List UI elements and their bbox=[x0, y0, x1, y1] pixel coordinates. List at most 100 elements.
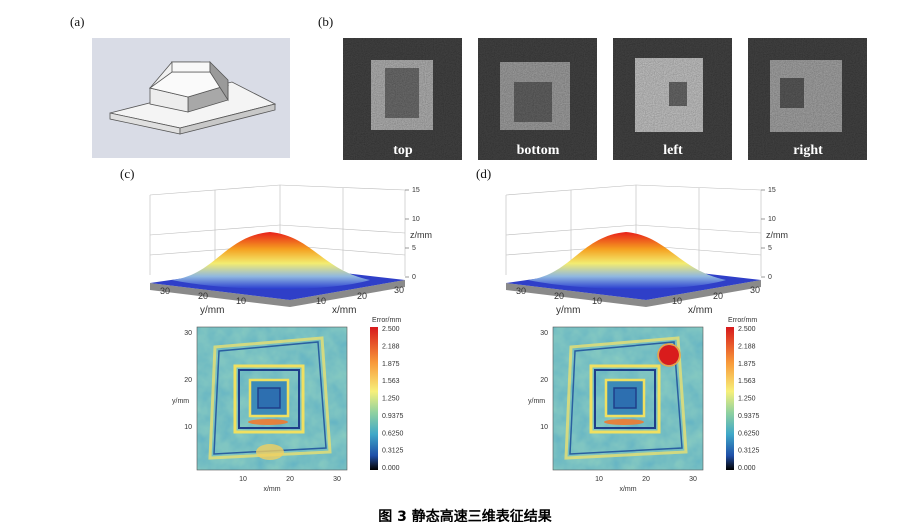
axis-wall-line bbox=[279, 224, 406, 234]
y-tick-label: 10 bbox=[236, 296, 246, 306]
y-axis-label: y/mm bbox=[172, 398, 189, 405]
z-axis-label: z/mm bbox=[410, 230, 432, 240]
panel-label: (d) bbox=[476, 166, 491, 181]
y-tick-label: 30 bbox=[160, 286, 170, 296]
view-region bbox=[385, 68, 419, 118]
x-tick-label: 10 bbox=[239, 476, 247, 483]
view-region bbox=[669, 82, 687, 106]
view-label: bottom bbox=[517, 143, 560, 158]
z-tick-label: 0 bbox=[768, 274, 772, 281]
middle-ridge-shadow bbox=[594, 369, 656, 429]
x-tick-label: 30 bbox=[333, 476, 341, 483]
caption: 图 3 静态高速三维表征结果 bbox=[378, 508, 552, 522]
colorbar-tick-label: 2.188 bbox=[382, 343, 400, 350]
surface-plot: 0 5 10 15 z/mm 30 20 10 y/mm 10 20 30 x/mm bbox=[505, 184, 788, 316]
x-axis-label: x/mm bbox=[688, 305, 712, 316]
y-tick-label: 10 bbox=[184, 424, 192, 431]
y-tick-label: 20 bbox=[184, 377, 192, 384]
x-tick-label: 30 bbox=[394, 285, 404, 295]
z-tick-label: 5 bbox=[768, 245, 772, 252]
middle-ridge bbox=[589, 364, 661, 434]
y-axis-label: y/mm bbox=[556, 305, 580, 316]
surface-mound bbox=[528, 232, 726, 289]
colorbar-tick-label: 1.875 bbox=[738, 361, 756, 368]
y-axis-label: y/mm bbox=[528, 398, 545, 405]
outer-ridge bbox=[564, 336, 688, 460]
colorbar bbox=[370, 327, 378, 470]
middle-ridge bbox=[233, 364, 305, 434]
colorbar-tick-label: 0.9375 bbox=[382, 413, 404, 420]
middle-ridge-shadow bbox=[238, 369, 300, 429]
map-frame bbox=[196, 326, 348, 471]
y-tick-label: 10 bbox=[592, 296, 602, 306]
colorbar-tick-label: 2.188 bbox=[738, 343, 756, 350]
z-axis-label: z/mm bbox=[766, 230, 788, 240]
hot-band bbox=[256, 444, 284, 460]
colorbar-tick-label: 1.875 bbox=[382, 361, 400, 368]
x-axis-label: x/mm bbox=[619, 486, 636, 493]
z-tick-label: 10 bbox=[768, 216, 776, 223]
y-tick-label: 20 bbox=[540, 377, 548, 384]
pyramid bbox=[109, 61, 277, 135]
axis-wall-line bbox=[505, 224, 637, 236]
colorbar-tick-label: 0.6250 bbox=[738, 430, 760, 437]
view-label: left bbox=[663, 143, 683, 158]
colorbar-tick-label: 0.3125 bbox=[382, 448, 404, 455]
y-tick-label: 20 bbox=[198, 291, 208, 301]
inner-ridge bbox=[248, 378, 290, 418]
colorbar-title: Error/mm bbox=[728, 317, 757, 324]
error-map: 10 20 30 y/mm 10 20 30 x/mm Error/mm 2.500 2.188 1.… bbox=[172, 317, 404, 493]
y-tick-label: 20 bbox=[554, 291, 564, 301]
colorbar bbox=[726, 327, 734, 470]
view-region bbox=[780, 78, 804, 108]
map-frame bbox=[552, 326, 704, 471]
colorbar-tick-label: 1.563 bbox=[382, 378, 400, 385]
z-tick-label: 15 bbox=[768, 187, 776, 194]
x-tick-label: 20 bbox=[286, 476, 294, 483]
outer-ridge-shadow bbox=[213, 341, 327, 455]
panel-label: (a) bbox=[70, 14, 84, 29]
view-region bbox=[514, 82, 552, 122]
x-tick-label: 30 bbox=[750, 285, 760, 295]
y-tick-label: 30 bbox=[184, 330, 192, 337]
inner-core bbox=[613, 387, 637, 409]
colorbar-tick-label: 0.6250 bbox=[382, 430, 404, 437]
outer-ridge bbox=[208, 336, 332, 460]
y-tick-label: 10 bbox=[540, 424, 548, 431]
outer-ridge-shadow bbox=[569, 341, 683, 455]
x-axis-label: x/mm bbox=[263, 486, 280, 493]
colorbar-tick-label: 0.3125 bbox=[738, 448, 760, 455]
x-tick-label: 20 bbox=[642, 476, 650, 483]
surface-base bbox=[506, 280, 761, 307]
hot-spot bbox=[659, 345, 679, 365]
result-panel: (c) 0 5 10 15 z/mm 30 20 10 y/mm 10 20 30 x/mm 10 20 30 y… bbox=[120, 166, 432, 493]
surface-plot: 0 5 10 15 z/mm 30 20 10 y/mm 10 20 30 x/mm bbox=[149, 184, 432, 316]
x-tick-label: 20 bbox=[357, 291, 367, 301]
y-axis-label: y/mm bbox=[200, 305, 224, 316]
inner-core bbox=[257, 387, 281, 409]
colorbar-tick-label: 0.000 bbox=[738, 465, 756, 472]
view-label: right bbox=[793, 143, 823, 158]
axis-wall-line bbox=[635, 184, 762, 191]
colorbar-title: Error/mm bbox=[372, 317, 401, 324]
x-tick-label: 10 bbox=[672, 296, 682, 306]
colorbar-tick-label: 1.250 bbox=[382, 396, 400, 403]
result-panel: (d) 0 5 10 15 z/mm 30 20 10 y/mm 10 20 30 x/mm 10 20 30 y… bbox=[476, 166, 788, 493]
colorbar-tick-label: 2.500 bbox=[382, 326, 400, 333]
colorbar-tick-label: 0.9375 bbox=[738, 413, 760, 420]
y-tick-label: 30 bbox=[540, 330, 548, 337]
error-map: 10 20 30 y/mm 10 20 30 x/mm Error/mm 2.500 2.188 1.… bbox=[528, 317, 760, 493]
z-tick-label: 10 bbox=[412, 216, 420, 223]
surface-mound bbox=[172, 232, 370, 289]
panel-label: (c) bbox=[120, 166, 134, 181]
hot-band bbox=[248, 419, 288, 425]
x-tick-label: 30 bbox=[689, 476, 697, 483]
hot-spot-ring bbox=[657, 343, 681, 367]
axis-wall-line bbox=[279, 184, 406, 191]
z-tick-label: 15 bbox=[412, 187, 420, 194]
x-tick-label: 10 bbox=[316, 296, 326, 306]
colorbar-tick-label: 2.500 bbox=[738, 326, 756, 333]
x-axis-label: x/mm bbox=[332, 305, 356, 316]
colorbar-tick-label: 1.250 bbox=[738, 396, 756, 403]
